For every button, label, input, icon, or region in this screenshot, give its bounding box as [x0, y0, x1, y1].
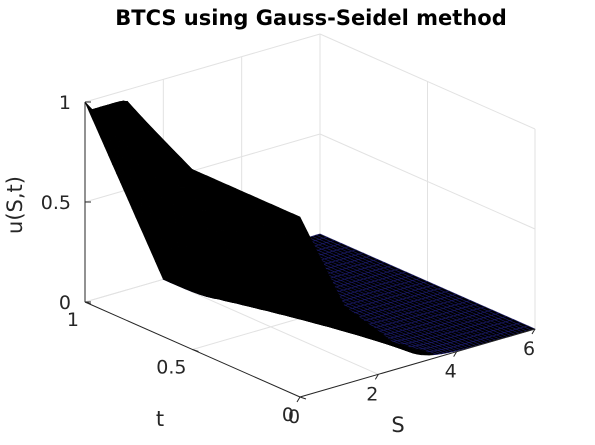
grid-line-side-u [319, 133, 536, 230]
t-tick-mark [192, 349, 199, 352]
u-tick-label: 0.5 [41, 192, 71, 214]
z-axis-label: u(S,t) [3, 176, 27, 234]
s-tick-label: 2 [366, 383, 378, 405]
u-tick-label: 1 [59, 92, 71, 114]
t-tick-mark [299, 396, 307, 400]
t-tick-label: 1 [67, 309, 79, 331]
surface-patch [292, 213, 305, 226]
y-axis-label: t [156, 407, 164, 431]
x-axis-label: S [391, 413, 404, 437]
u-tick-label: 0 [59, 292, 71, 314]
s-tick-label: 6 [523, 338, 535, 360]
s-tick-mark [531, 328, 536, 335]
surface-layer [84, 100, 536, 356]
s-axis-line [299, 328, 536, 398]
s-tick-label: 4 [445, 361, 457, 383]
chart-title: BTCS using Gauss-Seidel method [115, 6, 507, 30]
grid-line-side-u [319, 33, 536, 130]
s-tick-mark [374, 374, 379, 380]
t-tick-label: 0.5 [156, 357, 186, 379]
t-tick-label: 0 [282, 404, 294, 426]
s-tick-mark [453, 351, 458, 357]
grid-line-back-u [84, 33, 321, 103]
s-tick-mark [296, 396, 301, 403]
s-tick-label: 0 [288, 406, 300, 428]
